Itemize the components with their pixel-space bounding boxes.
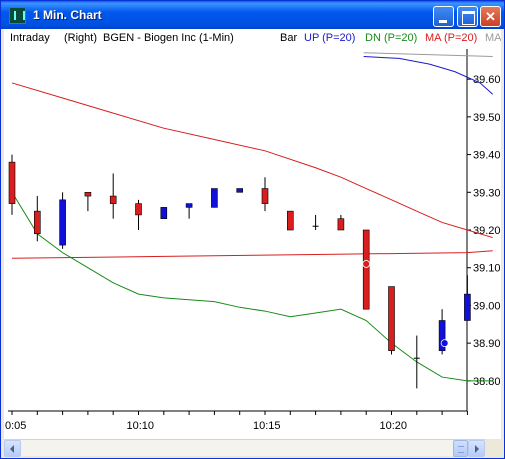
candle-body: [211, 188, 218, 208]
candle-body: [84, 191, 92, 197]
x-tick-label: 10:20: [380, 420, 408, 432]
y-tick-label: 39.20: [473, 225, 501, 237]
candle-body: [438, 320, 446, 351]
chart-header: Intraday (Right) BGEN - Biogen Inc (1-Mi…: [4, 29, 501, 47]
candle-body: [135, 203, 142, 216]
candle-body: [236, 188, 243, 193]
candle-body: [185, 203, 193, 208]
y-tick-label: 39.30: [473, 187, 501, 199]
candle-body: [33, 210, 41, 235]
candle-body: [8, 161, 16, 204]
candle-body: [337, 218, 345, 231]
candle-body: [464, 293, 471, 321]
candle-body: [286, 210, 294, 231]
minimize-button[interactable]: [433, 6, 454, 27]
close-button[interactable]: ✕: [480, 6, 501, 27]
candle-body: [261, 188, 269, 204]
scroll-right-button[interactable]: [468, 440, 485, 457]
x-tick-label: 10:15: [253, 420, 281, 432]
legend-up: UP (P=20): [304, 32, 356, 44]
y-tick-label: 39.40: [473, 150, 501, 162]
candle-body: [362, 229, 370, 310]
chart-app-icon: [9, 7, 26, 24]
legend-ma: MA (P=20): [425, 32, 478, 44]
maximize-button[interactable]: [457, 6, 478, 27]
series-line: [363, 52, 493, 58]
x-tick-label: 0:05: [5, 420, 26, 432]
y-tick-label: 39.00: [473, 300, 501, 312]
price-chart: 39.60 39.50 39.40 39.30 39.20 39.10 39.00 38.90…: [5, 49, 501, 432]
signal-marker: [362, 260, 371, 268]
signal-marker: [440, 339, 449, 348]
candle-body: [160, 207, 168, 219]
style-label: Bar: [280, 32, 298, 44]
y-tick-label: 39.60: [473, 74, 501, 86]
y-tick-label: 39.10: [473, 263, 501, 275]
candle-body: [109, 195, 117, 204]
y-tick-label: 38.90: [473, 338, 501, 350]
horizontal-scrollbar[interactable]: [4, 439, 485, 457]
legend-dn: DN (P=20): [365, 32, 418, 44]
scroll-left-button[interactable]: [4, 440, 21, 457]
candle-body: [388, 286, 395, 351]
y-tick-label: 38.80: [473, 376, 501, 388]
y-tick-label: 39.50: [473, 112, 501, 124]
series-line: [11, 250, 493, 259]
mode-label: Intraday: [10, 32, 50, 44]
symbol-label: BGEN - Biogen Inc (1-Min): [103, 32, 234, 44]
title-bar[interactable]: 1 Min. Chart ✕: [1, 1, 504, 29]
window-title: 1 Min. Chart: [33, 8, 102, 22]
chart-area[interactable]: Intraday (Right) BGEN - Biogen Inc (1-Mi…: [4, 29, 501, 456]
series-line: [11, 192, 493, 382]
scroll-thumb[interactable]: [453, 440, 468, 457]
candle-body: [59, 199, 66, 246]
legend-ma2: MA: [485, 32, 501, 44]
resize-grip[interactable]: [485, 439, 501, 456]
axis-side-label: (Right): [64, 32, 98, 44]
series-line: [363, 56, 494, 95]
x-tick-label: 10:10: [127, 420, 155, 432]
series-line: [11, 82, 493, 239]
